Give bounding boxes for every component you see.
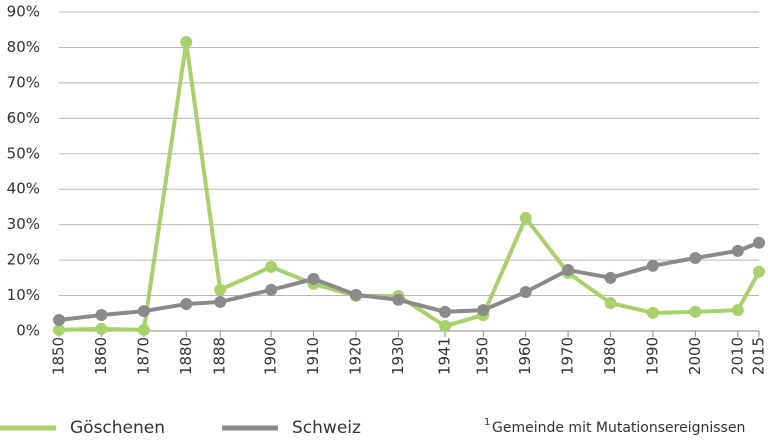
point: [137, 323, 150, 336]
x-tick-label: 1880: [177, 337, 195, 375]
point: [753, 236, 765, 249]
x-tick-label: 1970: [559, 337, 577, 375]
x-tick-label: 1930: [389, 337, 407, 375]
y-tick-label: 10%: [7, 286, 40, 304]
point: [477, 304, 490, 317]
line: [58, 40, 761, 332]
point: [53, 323, 65, 336]
point: [180, 36, 193, 49]
y-tick-label: 60%: [7, 109, 40, 127]
y-tick-label: 30%: [7, 215, 40, 233]
x-tick-label: 1990: [643, 337, 661, 375]
x-tick-label: 1860: [92, 337, 110, 375]
x-tick-label: 1950: [474, 337, 492, 375]
point: [519, 286, 532, 299]
x-tick-label: 1910: [304, 337, 322, 375]
point: [753, 265, 765, 278]
point: [731, 304, 744, 317]
point: [439, 305, 452, 318]
x-tick-label: 1870: [134, 337, 152, 375]
x-tick-label: 2000: [686, 337, 704, 375]
x-tick-label: 2015: [750, 337, 768, 375]
point: [646, 259, 659, 272]
point: [519, 211, 532, 224]
point: [214, 295, 227, 308]
point: [180, 298, 193, 311]
point: [95, 309, 108, 322]
point: [604, 271, 617, 284]
x-tick-label: 1941: [436, 337, 454, 375]
x-tick-label: 1888: [211, 337, 229, 375]
x-tick-label: 2010: [728, 337, 746, 375]
line: [58, 240, 760, 322]
point: [265, 260, 278, 273]
point: [265, 283, 278, 296]
point: [604, 296, 617, 309]
point: [392, 293, 405, 306]
x-tick-label: 1850: [50, 337, 68, 375]
x-tick-label: 1960: [516, 337, 534, 375]
y-tick-label: 40%: [7, 180, 40, 198]
point: [307, 272, 320, 285]
point: [439, 320, 452, 333]
x-tick-label: 1920: [346, 337, 364, 375]
point: [562, 264, 575, 277]
legend-label: Schweiz: [292, 418, 361, 438]
point: [646, 306, 659, 319]
note-marker: 1: [484, 417, 490, 428]
x-tick-label: 1980: [601, 337, 619, 375]
y-tick-label: 0%: [16, 322, 40, 340]
point: [689, 251, 702, 264]
point: [731, 244, 744, 257]
point: [137, 305, 150, 318]
point: [689, 305, 702, 318]
y-tick-label: 70%: [7, 73, 40, 91]
x-tick-label: 1900: [262, 337, 280, 375]
point: [53, 314, 65, 327]
y-tick-label: 50%: [7, 144, 40, 162]
y-tick-label: 20%: [7, 251, 40, 269]
legend-label: Göschenen: [70, 418, 165, 438]
note: Gemeinde mit Mutationsereignissen: [492, 420, 745, 436]
point: [95, 322, 108, 335]
y-tick-label: 90%: [7, 3, 40, 21]
point: [349, 288, 362, 301]
y-tick-label: 80%: [7, 38, 40, 56]
point: [214, 283, 227, 296]
